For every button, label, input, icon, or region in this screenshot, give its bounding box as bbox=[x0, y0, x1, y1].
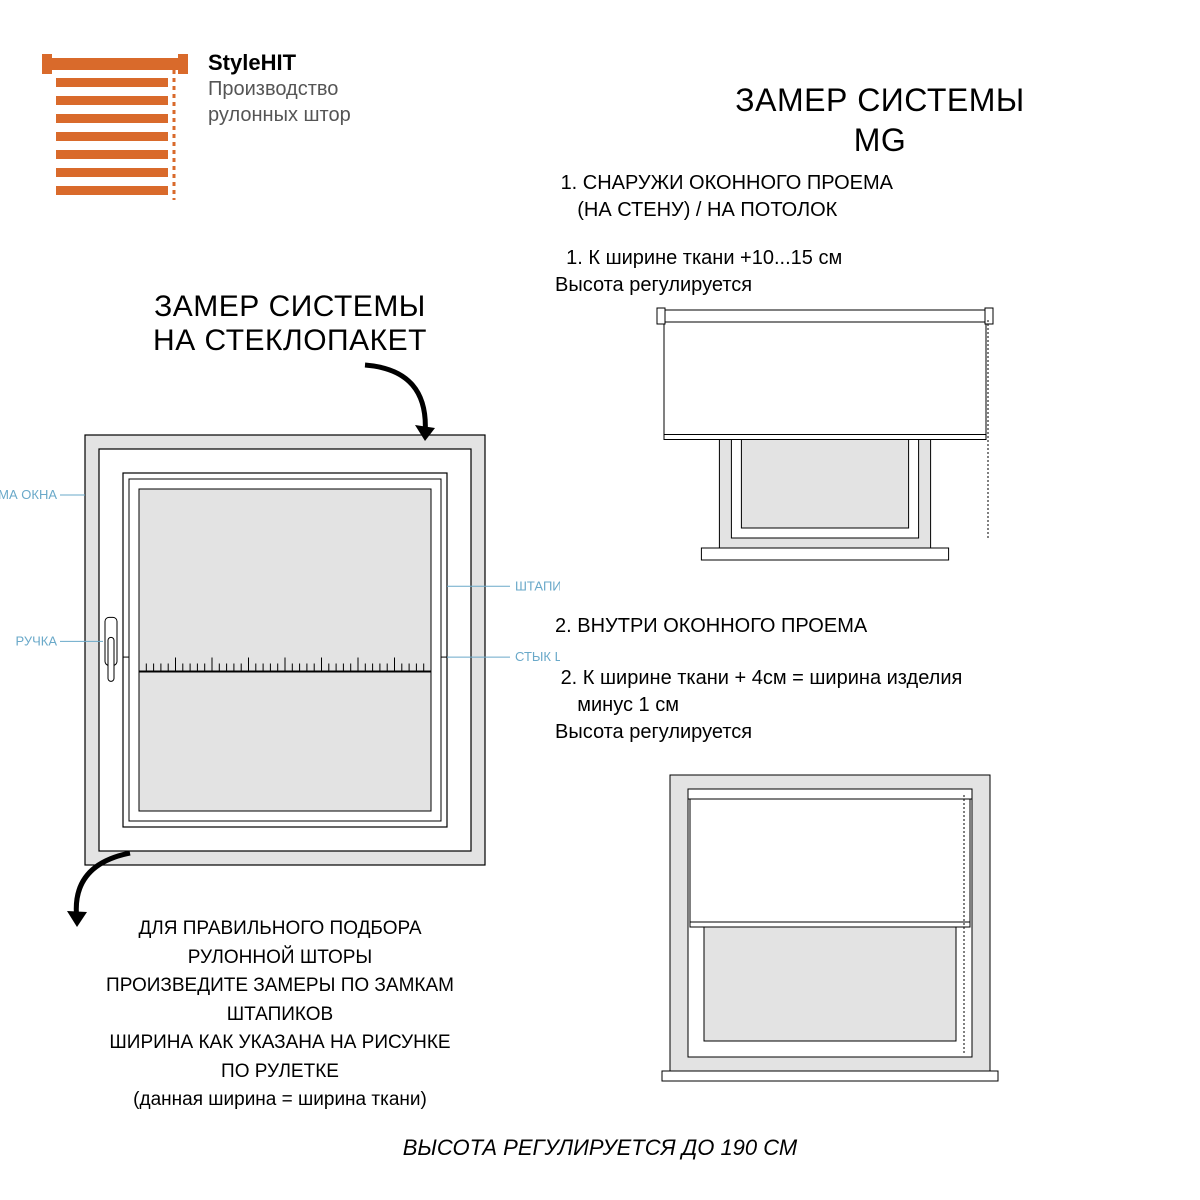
right-section1-heading: 1. СНАРУЖИ ОКОННОГО ПРОЕМА (НА СТЕНУ) / … bbox=[555, 170, 893, 224]
left-title-line1: ЗАМЕР СИСТЕМЫ bbox=[154, 290, 426, 323]
left-title-line2: НА СТЕКЛОПАКЕТ bbox=[153, 324, 427, 357]
right-section-title: ЗАМЕР СИСТЕМЫ MG bbox=[600, 80, 1160, 160]
right-diagram-inside bbox=[650, 765, 1010, 1095]
brand-subtitle: Производстворулонных штор bbox=[208, 76, 351, 128]
logo-block: StyleHIT Производстворулонных штор bbox=[40, 50, 351, 205]
left-section-title: ЗАМЕР СИСТЕМЫ НА СТЕКЛОПАКЕТ bbox=[80, 290, 500, 358]
r1-h1: 1. СНАРУЖИ ОКОННОГО ПРОЕМА bbox=[561, 172, 893, 194]
svg-text:РАМА ОКНА: РАМА ОКНА bbox=[0, 487, 57, 502]
right-diagram-outside bbox=[640, 300, 1020, 600]
blinds-logo-icon bbox=[40, 50, 190, 205]
r2-rule1: 2. К ширине ткани + 4см = ширина изделия bbox=[561, 667, 963, 689]
right-title-line1: ЗАМЕР СИСТЕМЫ bbox=[735, 82, 1024, 118]
svg-text:ШТАПИК: ШТАПИК bbox=[515, 578, 560, 593]
brand-text: StyleHIT Производстворулонных штор bbox=[208, 50, 351, 128]
r2-rule3: Высота регулируется bbox=[555, 721, 752, 743]
brand-title: StyleHIT bbox=[208, 50, 351, 76]
right-title-line2: MG bbox=[854, 122, 907, 158]
arrow-title-to-window-icon bbox=[350, 355, 470, 455]
right-section2-heading: 2. ВНУТРИ ОКОННОГО ПРОЕМА bbox=[555, 615, 867, 638]
right-section2-rules: 2. К ширине ткани + 4см = ширина изделия… bbox=[555, 665, 962, 746]
r1-rule1: 1. К ширине ткани +10...15 см bbox=[566, 247, 842, 269]
r2-h: 2. ВНУТРИ ОКОННОГО ПРОЕМА bbox=[555, 615, 867, 637]
svg-text:РУЧКА: РУЧКА bbox=[15, 633, 57, 648]
r2-rule2: минус 1 см bbox=[577, 694, 679, 716]
footer-note: ВЫСОТА РЕГУЛИРУЕТСЯ ДО 190 СМ bbox=[0, 1135, 1200, 1161]
r1-h2: (НА СТЕНУ) / НА ПОТОЛОК bbox=[577, 199, 837, 221]
r1-rule2: Высота регулируется bbox=[555, 274, 752, 296]
arrow-window-to-note-icon bbox=[55, 845, 165, 945]
right-section1-rules: 1. К ширине ткани +10...15 см Высота рег… bbox=[555, 245, 842, 299]
svg-text:СТЫК ШТАПИКА: СТЫК ШТАПИКА bbox=[515, 649, 560, 664]
